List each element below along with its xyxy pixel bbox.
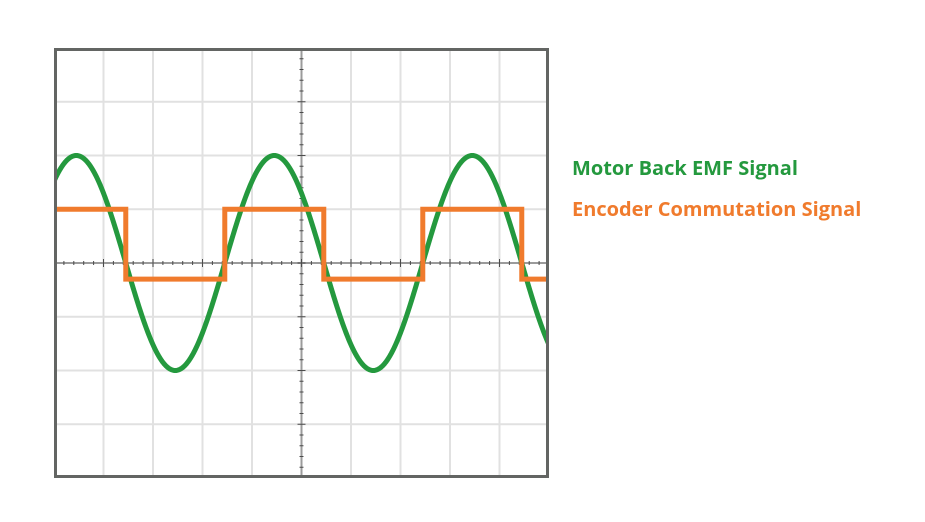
legend: Motor Back EMF Signal Encoder Commutatio… [572,154,861,222]
legend-item-sine: Motor Back EMF Signal [572,154,861,181]
legend-item-square: Encoder Commutation Signal [572,195,861,222]
figure-canvas: Motor Back EMF Signal Encoder Commutatio… [0,0,925,522]
oscilloscope-plot [54,48,549,478]
plot-svg [54,48,549,478]
